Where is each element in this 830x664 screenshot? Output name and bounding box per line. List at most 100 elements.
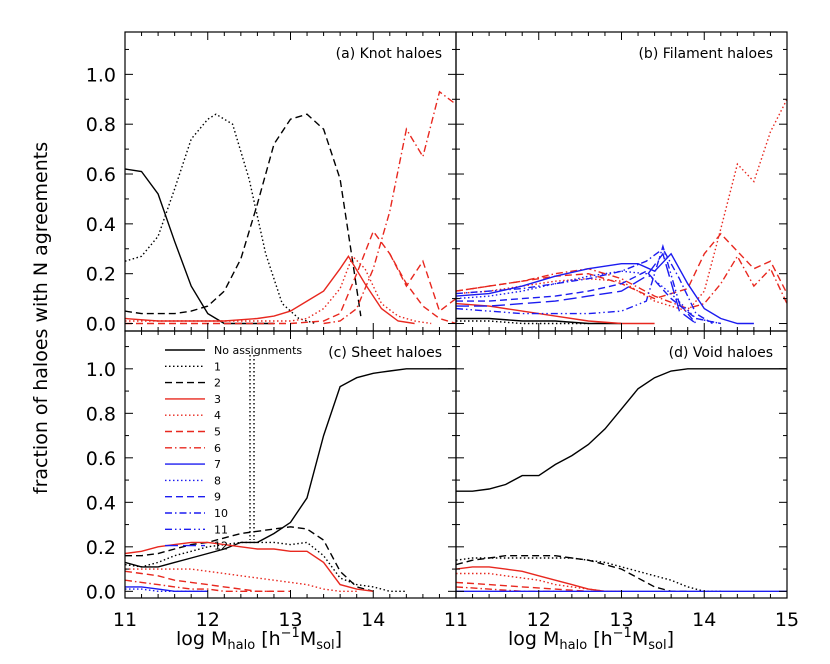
x-tick-label: 14	[692, 609, 716, 631]
panel-title: (a) Knot haloes	[336, 46, 442, 62]
y-tick-label: 1.0	[86, 359, 116, 381]
panel-ticks	[455, 32, 788, 331]
x-axis-label-right-sup: −1	[613, 626, 632, 641]
y-tick-label: 0.2	[86, 537, 116, 559]
panel-ticks	[124, 32, 457, 331]
x-tick-label: 12	[196, 609, 220, 631]
x-axis-label-right-M: M	[632, 628, 648, 650]
x-tick-label: 13	[278, 609, 302, 631]
panel-frame	[455, 330, 788, 599]
legend-label: 9	[214, 491, 221, 504]
legend-label: 7	[214, 458, 221, 471]
y-tick-label: 0.0	[86, 581, 116, 603]
x-axis-label-left-open: [h	[261, 628, 280, 650]
panel-title: (b) Filament haloes	[638, 46, 773, 62]
series-line-no-assignments	[125, 368, 456, 568]
series-line-10	[456, 247, 713, 325]
panel-ticks	[455, 331, 788, 598]
x-axis-label-left-main: log M	[176, 628, 227, 650]
panel-series-group	[456, 98, 787, 325]
legend-label: 10	[214, 507, 228, 520]
panel-series-group	[125, 90, 456, 325]
y-tick-label: 0.4	[86, 492, 116, 514]
panel-title: (c) Sheet haloes	[328, 345, 442, 361]
y-tick-label: 0.6	[86, 164, 116, 186]
series-line-4	[125, 568, 357, 592]
x-axis-label-left-sub2: sol	[316, 638, 334, 653]
series-line-9	[456, 270, 721, 325]
y-tick-label: 0.2	[86, 264, 116, 286]
series-line-5	[456, 581, 589, 592]
x-axis-label-left-close: ]	[335, 628, 342, 650]
series-line-7	[456, 252, 754, 325]
axes-text-layer: 0.00.20.40.60.81.00.00.20.40.60.81.011 12…	[86, 64, 799, 631]
panel-d: (d) Void haloes	[455, 330, 788, 599]
y-tick-label: 0.6	[86, 448, 116, 470]
series-line-1	[456, 557, 721, 592]
series-line-3	[125, 541, 374, 592]
x-tick-label: 15	[775, 609, 799, 631]
legend-label: 11	[214, 523, 228, 536]
series-line-4	[125, 255, 432, 325]
legend-label: 5	[214, 426, 221, 439]
series-line-8	[125, 588, 208, 592]
x-tick-label: 11	[444, 609, 468, 631]
series-line-4	[456, 98, 787, 312]
x-axis-label-right-sub2: sol	[648, 638, 666, 653]
series-line-3	[456, 566, 622, 592]
panel-title: (d) Void haloes	[669, 345, 773, 361]
x-axis-label-right-close: ]	[667, 628, 674, 650]
series-line-no-assignments	[456, 317, 622, 325]
series-line-no-assignments	[456, 368, 787, 492]
x-axis-label-left: log Mhalo [h−1Msol]	[176, 626, 342, 653]
y-tick-label: 1.0	[86, 64, 116, 86]
legend-label: 1	[214, 360, 221, 373]
x-tick-label: 14	[361, 609, 385, 631]
x-axis-label-right-main: log M	[508, 628, 559, 650]
panel-series-group	[125, 368, 456, 592]
y-tick-label: 0.4	[86, 214, 116, 236]
legend-label: 6	[214, 442, 221, 455]
series-line-3	[125, 254, 415, 325]
series-line-6	[323, 90, 456, 325]
panel-a: (a) Knot haloes	[124, 31, 457, 332]
y-tick-label: 0.0	[86, 314, 116, 336]
legend-label: 12	[214, 540, 228, 553]
series-line-2	[389, 253, 456, 313]
series-line-no-assignments	[125, 168, 274, 325]
series-line-12	[456, 252, 697, 325]
series-line-6	[456, 254, 787, 310]
series-line-5	[125, 229, 456, 325]
series-line-5	[456, 232, 787, 300]
x-axis-label-left-sub: halo	[227, 638, 255, 653]
y-tick-label: 0.8	[86, 114, 116, 136]
x-tick-label: 13	[609, 609, 633, 631]
y-axis-label: fraction of haloes with N agreements	[30, 142, 52, 494]
series-line-1	[125, 113, 316, 325]
series-line-2	[125, 113, 362, 317]
panel-series-group	[456, 368, 787, 592]
panels-layer: (a) Knot haloes (b) Filament haloes (c) Sh…	[124, 31, 788, 599]
panel-frame	[455, 31, 788, 332]
series-line-2	[125, 526, 374, 592]
x-tick-label: 12	[527, 609, 551, 631]
y-tick-label: 0.8	[86, 403, 116, 425]
panel-b: (b) Filament haloes	[455, 31, 788, 332]
legend-label: No assignments	[214, 344, 302, 357]
x-tick-label: 11	[113, 609, 137, 631]
x-axis-label-right-open: [h	[593, 628, 612, 650]
series-line-2	[456, 555, 688, 592]
legend-label: 8	[214, 474, 221, 487]
legend-label: 2	[214, 377, 221, 390]
x-axis-label-right-sub: halo	[559, 638, 587, 653]
legend-label: 3	[214, 393, 221, 406]
legend-label: 4	[214, 409, 221, 422]
x-axis-label-left-sup: −1	[281, 626, 300, 641]
series-line-1	[125, 541, 407, 592]
x-axis-label-left-M: M	[300, 628, 316, 650]
x-axis-label-right: log Mhalo [h−1Msol]	[508, 626, 674, 653]
series-line-6	[125, 579, 274, 592]
series-line-5	[125, 570, 291, 592]
